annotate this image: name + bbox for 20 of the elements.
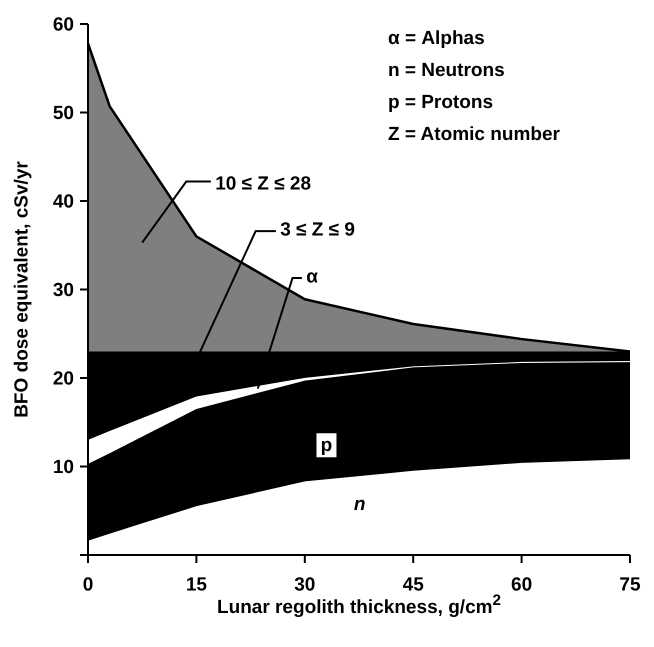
annotation: Z = Atomic number xyxy=(388,124,561,144)
text: 3 ≤ Z ≤ 9 xyxy=(280,220,355,241)
text: α xyxy=(306,266,318,288)
annotation: p = Protons xyxy=(388,92,494,112)
text: 10 ≤ Z ≤ 28 xyxy=(215,174,312,195)
x-tick-label: 60 xyxy=(511,574,532,596)
y-axis-title: BFO dose equivalent, cSv/yr xyxy=(12,160,33,418)
x-tick-label: 15 xyxy=(186,574,208,596)
y-tick-label: 30 xyxy=(52,280,74,302)
x-tick-label: 0 xyxy=(82,574,94,596)
series-label: n xyxy=(354,494,366,516)
annotation: n = Neutrons xyxy=(388,60,505,80)
annotation: α = Alphas xyxy=(388,28,485,48)
y-tick-label: 50 xyxy=(52,103,74,124)
y-tick-label: 10 xyxy=(52,457,74,478)
x-tick-label: 75 xyxy=(619,574,641,596)
y-tick-label: 60 xyxy=(52,14,74,36)
y-tick-label: 20 xyxy=(52,368,74,390)
series-label: p xyxy=(320,434,332,456)
y-tick-label: 40 xyxy=(52,192,74,213)
